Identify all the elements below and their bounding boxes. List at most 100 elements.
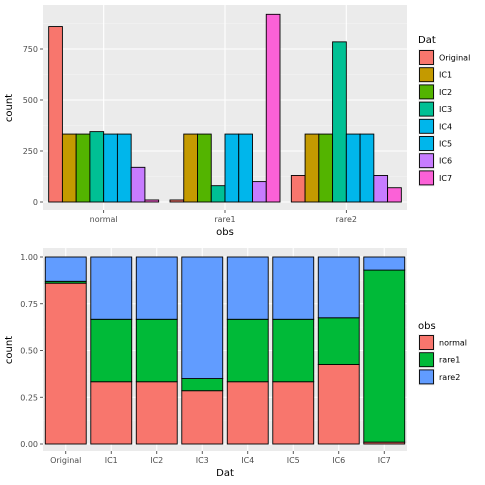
- bottom-x-tick-label-ic2: IC2: [150, 456, 163, 465]
- bottom-chart-legend: normal rare1 rare2: [418, 334, 467, 386]
- bottom-bar-ic1-rare1: [90, 318, 133, 383]
- bottom-bar-ic6-rare1: [317, 317, 360, 365]
- bottom-bar-ic6-normal: [317, 364, 360, 445]
- top-legend-label-ic6: IC6: [439, 157, 452, 166]
- bottom-y-tick-label: 1.00: [20, 253, 38, 262]
- top-bar-rare1-ic1: [183, 133, 198, 203]
- top-chart-x-ticks: normal rare1 rare2: [90, 210, 357, 224]
- top-chart-legend-title: Dat: [418, 35, 436, 46]
- top-bar-normal-original: [48, 26, 63, 203]
- bottom-bar-original-rare2: [44, 256, 87, 282]
- top-legend-swatch-ic7: [419, 170, 434, 186]
- bottom-bar-ic1-normal: [90, 381, 133, 445]
- bottom-bar-ic7-rare2: [363, 256, 406, 271]
- bottom-chart-y-axis-title: count: [4, 336, 15, 364]
- bottom-bar-ic3-normal: [181, 390, 224, 445]
- top-bar-normal-ic7: [144, 199, 160, 203]
- bottom-chart-bars: [44, 256, 406, 445]
- bottom-bar-ic5-normal: [272, 381, 315, 445]
- top-legend-swatch-ic6: [419, 153, 434, 169]
- top-bar-rare1-ic6: [252, 181, 267, 203]
- bottom-x-tick-label-ic1: IC1: [105, 456, 118, 465]
- bottom-x-tick-label-ic7: IC7: [378, 456, 391, 465]
- bottom-legend-label-normal: normal: [439, 339, 467, 348]
- top-legend-label-ic1: IC1: [439, 71, 452, 80]
- top-legend-swatch-ic5: [419, 136, 434, 151]
- bottom-bar-ic3-rare1: [181, 378, 224, 392]
- bottom-bar-ic4-rare2: [226, 256, 269, 320]
- bottom-bar-original-normal: [44, 282, 87, 445]
- top-bar-rare2-ic7: [387, 187, 402, 203]
- bottom-bar-ic4-rare1: [226, 318, 269, 383]
- top-bar-normal-ic4: [103, 133, 118, 203]
- bottom-chart-x-ticks: Original IC1 IC2 IC3 IC4 IC5 IC6 IC7: [50, 451, 391, 465]
- top-legend-label-ic4: IC4: [439, 122, 452, 131]
- top-x-tick-label-rare1: rare1: [214, 215, 235, 224]
- top-legend-swatch-ic4: [419, 118, 434, 134]
- bottom-legend-swatch-rare1: [419, 352, 434, 368]
- top-chart-y-axis-title: count: [4, 94, 15, 122]
- top-legend-label-ic5: IC5: [439, 140, 452, 149]
- top-bar-normal-ic2: [75, 133, 91, 203]
- bottom-x-tick-label-ic3: IC3: [196, 456, 209, 465]
- top-x-tick-label-rare2: rare2: [336, 215, 357, 224]
- top-chart-legend: Original IC1 IC2 IC3 IC4 IC5 IC6 IC7: [418, 49, 470, 187]
- bottom-bar-ic5-rare1: [272, 318, 315, 383]
- top-legend-label-ic7: IC7: [439, 174, 452, 183]
- top-legend-label-original: Original: [439, 54, 470, 63]
- bottom-bar-ic3-rare2: [181, 256, 224, 380]
- bottom-legend-label-rare1: rare1: [439, 356, 460, 365]
- top-bar-rare2-ic5: [359, 133, 375, 203]
- top-x-tick-label-normal: normal: [90, 215, 118, 224]
- top-bar-rare2-ic6: [373, 175, 389, 203]
- top-y-tick-label: 750: [23, 45, 38, 54]
- bottom-bar-ic2-rare1: [135, 318, 178, 383]
- top-chart-y-ticks: 0 250 500 750: [23, 45, 43, 207]
- top-chart-bars: [48, 13, 402, 203]
- top-bar-rare2-ic3: [332, 41, 347, 203]
- top-bar-normal-ic6: [130, 166, 146, 203]
- top-bar-rare1-ic5: [238, 133, 253, 203]
- top-bar-normal-ic3: [89, 131, 105, 203]
- top-bar-rare1-original: [169, 199, 185, 203]
- bottom-y-tick-label: 0.25: [20, 393, 38, 402]
- bottom-bar-ic7-rare1: [363, 269, 406, 443]
- bottom-legend-label-rare2: rare2: [439, 373, 460, 382]
- top-legend-label-ic2: IC2: [439, 88, 452, 97]
- top-chart-x-axis-title: obs: [216, 227, 234, 238]
- bottom-chart-x-axis-title: Dat: [216, 468, 234, 479]
- top-bar-normal-ic1: [61, 133, 77, 203]
- bottom-y-tick-label: 0.75: [20, 300, 38, 309]
- bottom-x-tick-label-ic6: IC6: [332, 456, 345, 465]
- top-bar-rare1-ic2: [197, 133, 212, 203]
- bottom-legend-swatch-normal: [419, 335, 434, 350]
- top-legend-swatch-ic1: [419, 67, 434, 83]
- bottom-bar-ic1-rare2: [90, 256, 133, 320]
- top-y-tick-label: 500: [23, 96, 38, 105]
- bottom-y-tick-label: 0.00: [20, 440, 38, 449]
- top-legend-swatch-ic3: [419, 101, 434, 117]
- bottom-x-tick-label-ic5: IC5: [287, 456, 300, 465]
- top-y-tick-label: 250: [23, 147, 38, 156]
- top-y-tick-label: 0: [33, 198, 38, 207]
- bottom-chart-legend-title: obs: [418, 321, 436, 332]
- top-legend-swatch-ic2: [419, 84, 434, 100]
- bottom-bar-ic2-normal: [135, 381, 178, 445]
- bottom-x-tick-label-ic4: IC4: [241, 456, 254, 465]
- top-bar-rare2-ic2: [318, 133, 334, 203]
- top-bar-normal-ic5: [116, 133, 132, 203]
- bottom-chart-y-ticks: 0.00 0.25 0.50 0.75 1.00: [20, 253, 43, 449]
- bottom-bar-ic6-rare2: [317, 256, 360, 319]
- top-bar-rare2-ic1: [304, 133, 320, 203]
- top-bar-rare1-ic4: [224, 133, 240, 203]
- top-bar-rare1-ic3: [210, 185, 226, 203]
- bottom-bar-ic4-normal: [226, 381, 269, 445]
- top-bar-rare2-ic4: [345, 133, 361, 203]
- top-legend-swatch-original: [419, 50, 434, 65]
- top-legend-label-ic3: IC3: [439, 105, 452, 114]
- bottom-bar-ic2-rare2: [135, 256, 178, 320]
- bottom-y-tick-label: 0.50: [20, 347, 38, 356]
- top-bar-rare1-ic7: [265, 13, 281, 203]
- bottom-bar-ic5-rare2: [272, 256, 315, 320]
